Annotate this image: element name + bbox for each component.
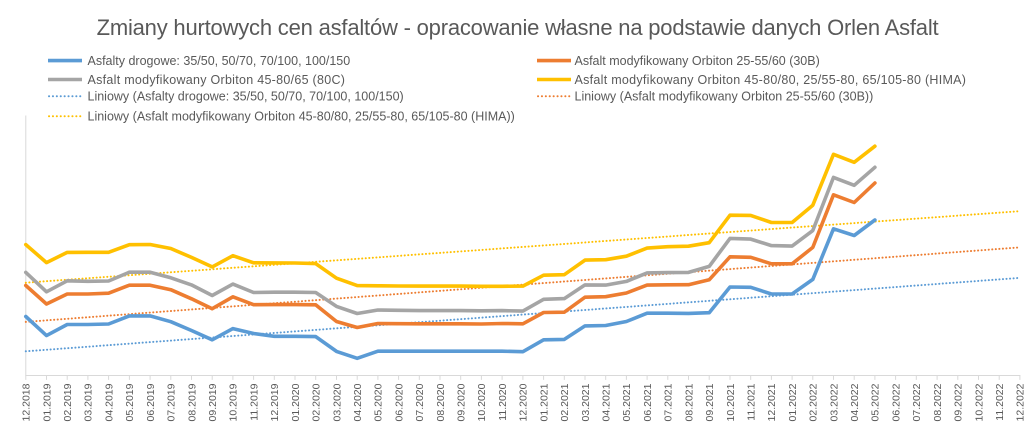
svg-text:01.2021: 01.2021 (538, 383, 550, 421)
svg-text:09.2020: 09.2020 (456, 383, 468, 421)
svg-text:12.2022: 12.2022 (1015, 383, 1027, 421)
svg-text:Zmiany hurtowych cen asfaltów: Zmiany hurtowych cen asfaltów - opracowa… (97, 15, 939, 40)
svg-text:Liniowy (Asfalt modyfikowany O: Liniowy (Asfalt modyfikowany Orbiton 45-… (88, 110, 515, 124)
svg-text:12.2020: 12.2020 (518, 383, 530, 421)
svg-text:04.2021: 04.2021 (601, 383, 613, 421)
svg-text:03.2020: 03.2020 (331, 383, 343, 421)
svg-text:01.2019: 01.2019 (41, 383, 53, 421)
svg-text:11.2020: 11.2020 (497, 383, 509, 420)
svg-text:07.2022: 07.2022 (911, 383, 923, 421)
svg-text:09.2019: 09.2019 (207, 383, 219, 421)
svg-text:07.2020: 07.2020 (414, 383, 426, 421)
svg-text:11.2022: 11.2022 (994, 383, 1006, 420)
svg-text:01.2020: 01.2020 (290, 383, 302, 421)
svg-text:08.2021: 08.2021 (683, 383, 695, 421)
svg-text:06.2021: 06.2021 (642, 383, 654, 421)
svg-text:03.2021: 03.2021 (580, 383, 592, 421)
svg-text:08.2019: 08.2019 (186, 383, 198, 421)
svg-text:Liniowy (Asfalty drogowe: 35/5: Liniowy (Asfalty drogowe: 35/50, 50/70, … (88, 90, 404, 104)
svg-text:07.2021: 07.2021 (663, 383, 675, 421)
svg-text:03.2022: 03.2022 (828, 383, 840, 421)
svg-text:Asfalty drogowe: 35/50, 50/70,: Asfalty drogowe: 35/50, 50/70, 70/100, 1… (88, 54, 351, 68)
svg-text:10.2020: 10.2020 (476, 383, 488, 421)
svg-text:06.2019: 06.2019 (145, 383, 157, 421)
svg-text:04.2022: 04.2022 (849, 383, 861, 421)
svg-text:05.2022: 05.2022 (870, 383, 882, 421)
svg-text:03.2019: 03.2019 (83, 383, 95, 421)
svg-text:Liniowy (Asfalt modyfikowany O: Liniowy (Asfalt modyfikowany Orbiton 25-… (575, 90, 874, 104)
svg-text:06.2020: 06.2020 (393, 383, 405, 421)
svg-text:Asfalt modyfikowany Orbiton 25: Asfalt modyfikowany Orbiton 25-55/60 (30… (575, 54, 820, 68)
svg-text:12.2018: 12.2018 (21, 383, 33, 421)
svg-text:05.2021: 05.2021 (621, 383, 633, 421)
svg-text:04.2020: 04.2020 (352, 383, 364, 421)
svg-text:08.2020: 08.2020 (435, 383, 447, 421)
svg-text:10.2019: 10.2019 (228, 383, 240, 421)
svg-text:04.2019: 04.2019 (103, 383, 115, 421)
svg-text:11.2021: 11.2021 (746, 383, 758, 420)
svg-text:11.2019: 11.2019 (248, 383, 260, 420)
svg-text:Asfalt modyfikowany Orbiton 45: Asfalt modyfikowany Orbiton 45-80/80, 25… (575, 73, 967, 87)
svg-text:08.2022: 08.2022 (932, 383, 944, 421)
svg-text:10.2021: 10.2021 (725, 383, 737, 421)
svg-text:01.2022: 01.2022 (787, 383, 799, 421)
svg-text:12.2021: 12.2021 (766, 383, 778, 421)
svg-text:02.2019: 02.2019 (62, 383, 74, 421)
svg-text:02.2021: 02.2021 (559, 383, 571, 421)
svg-text:06.2022: 06.2022 (890, 383, 902, 421)
svg-text:05.2019: 05.2019 (124, 383, 136, 421)
svg-text:09.2021: 09.2021 (704, 383, 716, 421)
svg-text:09.2022: 09.2022 (953, 383, 965, 421)
svg-text:10.2022: 10.2022 (973, 383, 985, 421)
svg-text:07.2019: 07.2019 (166, 383, 178, 421)
svg-text:Asfalt modyfikowany Orbiton 45: Asfalt modyfikowany Orbiton 45-80/65 (80… (88, 73, 346, 87)
svg-text:02.2020: 02.2020 (311, 383, 323, 421)
svg-text:05.2020: 05.2020 (373, 383, 385, 421)
svg-text:02.2022: 02.2022 (808, 383, 820, 421)
svg-text:12.2019: 12.2019 (269, 383, 281, 421)
